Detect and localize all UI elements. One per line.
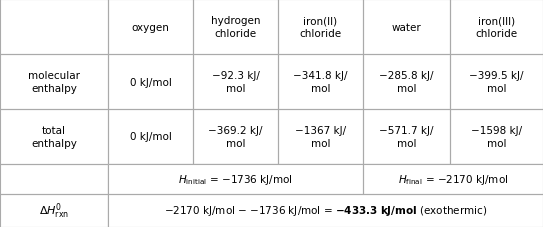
Bar xyxy=(278,0,363,55)
Text: −92.3 kJ/
mol: −92.3 kJ/ mol xyxy=(212,71,260,93)
Bar xyxy=(363,55,450,109)
Bar xyxy=(278,194,363,227)
Text: iron(III)
chloride: iron(III) chloride xyxy=(476,16,517,39)
Text: −571.7 kJ/
mol: −571.7 kJ/ mol xyxy=(379,126,434,148)
Bar xyxy=(108,55,193,109)
Bar xyxy=(363,194,450,227)
Bar xyxy=(108,194,543,227)
Bar xyxy=(193,109,278,164)
Text: $\Delta H^0_\mathrm{rxn}$: $\Delta H^0_\mathrm{rxn}$ xyxy=(39,201,69,220)
Text: −341.8 kJ/
mol: −341.8 kJ/ mol xyxy=(293,71,348,93)
Text: −2170 kJ/mol − −1736 kJ/mol = $\mathbf{-433.3\ kJ/mol}$ (exothermic): −2170 kJ/mol − −1736 kJ/mol = $\mathbf{-… xyxy=(164,204,487,217)
Bar xyxy=(193,55,278,109)
Bar xyxy=(109,165,363,194)
Bar xyxy=(0,164,108,194)
Text: −1598 kJ/
mol: −1598 kJ/ mol xyxy=(471,126,522,148)
Bar xyxy=(363,0,450,55)
Bar xyxy=(108,194,193,227)
Bar xyxy=(108,164,363,194)
Bar xyxy=(363,109,450,164)
Text: $H_\mathrm{initial}$ = −1736 kJ/mol: $H_\mathrm{initial}$ = −1736 kJ/mol xyxy=(178,172,293,186)
Text: hydrogen
chloride: hydrogen chloride xyxy=(211,16,260,39)
Text: 0 kJ/mol: 0 kJ/mol xyxy=(130,77,172,87)
Bar xyxy=(109,195,542,227)
Bar xyxy=(450,55,543,109)
Bar xyxy=(278,55,363,109)
Bar xyxy=(450,164,543,194)
Text: 0 kJ/mol: 0 kJ/mol xyxy=(130,132,172,142)
Text: −399.5 kJ/
mol: −399.5 kJ/ mol xyxy=(469,71,524,93)
Text: $H_\mathrm{final}$ = −2170 kJ/mol: $H_\mathrm{final}$ = −2170 kJ/mol xyxy=(398,172,508,186)
Bar xyxy=(0,109,108,164)
Bar xyxy=(193,194,278,227)
Bar xyxy=(0,194,108,227)
Bar xyxy=(278,109,363,164)
Bar xyxy=(193,0,278,55)
Text: −369.2 kJ/
mol: −369.2 kJ/ mol xyxy=(209,126,263,148)
Bar xyxy=(278,164,363,194)
Text: −285.8 kJ/
mol: −285.8 kJ/ mol xyxy=(379,71,434,93)
Bar xyxy=(108,164,193,194)
Bar xyxy=(0,0,108,55)
Text: oxygen: oxygen xyxy=(131,22,169,32)
Text: molecular
enthalpy: molecular enthalpy xyxy=(28,71,80,93)
Bar xyxy=(363,164,543,194)
Bar xyxy=(108,0,193,55)
Bar xyxy=(108,109,193,164)
Bar xyxy=(450,194,543,227)
Bar xyxy=(363,164,450,194)
Bar xyxy=(450,109,543,164)
Bar xyxy=(363,165,542,194)
Text: water: water xyxy=(392,22,421,32)
Bar xyxy=(0,55,108,109)
Text: iron(II)
chloride: iron(II) chloride xyxy=(299,16,342,39)
Text: total
enthalpy: total enthalpy xyxy=(31,126,77,148)
Bar xyxy=(193,164,278,194)
Text: −1367 kJ/
mol: −1367 kJ/ mol xyxy=(295,126,346,148)
Bar xyxy=(450,0,543,55)
